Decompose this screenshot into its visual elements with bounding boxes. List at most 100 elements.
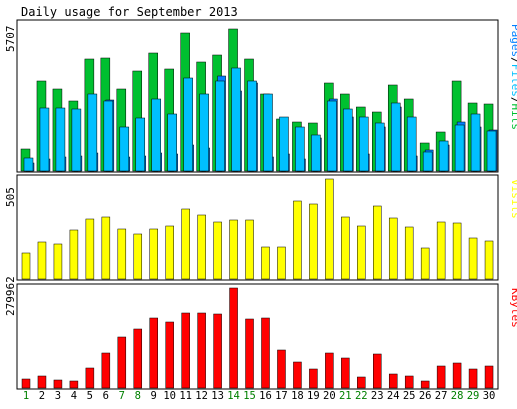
panel-border [16, 283, 499, 390]
bar-kbytes [101, 352, 111, 389]
y-max-label: 505 [4, 187, 17, 207]
x-tick-label: 24 [387, 390, 400, 402]
bar-visits [149, 228, 158, 280]
bar-files [71, 108, 82, 172]
bar-files [55, 107, 66, 172]
bar-kbytes [21, 378, 31, 389]
bar-files [87, 93, 98, 172]
x-tick-label: 17 [275, 390, 288, 402]
x-tick-label: 18 [291, 390, 304, 402]
bar-files [23, 157, 34, 172]
bar-visits [420, 247, 430, 280]
bar-files [406, 116, 417, 172]
bar-kbytes [325, 352, 334, 389]
bar-visits [181, 208, 190, 280]
bar-kbytes [357, 376, 366, 389]
legend-item: KBytes [509, 288, 517, 328]
legend-separator: / [509, 57, 517, 64]
bar-visits [37, 241, 47, 280]
x-tick-label: 7 [119, 390, 125, 402]
bar-files [135, 117, 146, 172]
bar-files [151, 98, 161, 172]
x-tick-label: 14 [227, 390, 240, 402]
bar-kbytes [37, 375, 47, 389]
bar-files [263, 93, 273, 172]
bar-kbytes [181, 312, 190, 389]
bar-kbytes [261, 317, 270, 389]
bar-files [167, 113, 177, 172]
bar-kbytes [341, 357, 350, 389]
legend-kbytes: KBytes [509, 288, 517, 328]
bar-files [327, 100, 337, 172]
bar-kbytes [197, 312, 206, 389]
bar-kbytes [213, 313, 222, 389]
x-tick-label: 3 [55, 390, 61, 402]
chart-title: Daily usage for September 2013 [21, 5, 238, 19]
bar-files [454, 124, 465, 172]
bar-files [359, 116, 369, 172]
legend-item: Files [509, 64, 517, 97]
bar-visits [325, 178, 334, 280]
legend-item: Visits [509, 179, 517, 219]
bar-visits [245, 219, 254, 280]
bar-visits [341, 216, 350, 280]
bar-kbytes [133, 328, 143, 389]
x-tick-label: 10 [163, 390, 176, 402]
bar-files [486, 130, 497, 172]
bar-kbytes [293, 361, 302, 389]
x-tick-label: 9 [151, 390, 157, 402]
bar-files [422, 151, 433, 172]
bar-kbytes [69, 380, 79, 389]
x-tick-label: 19 [307, 390, 320, 402]
bar-kbytes [53, 379, 63, 389]
x-tick-label: 11 [179, 390, 192, 402]
bar-kbytes [468, 368, 478, 389]
panel-visits: 505 Visits [4, 174, 517, 281]
legend-visits: Visits [509, 179, 517, 219]
bar-visits [69, 229, 79, 280]
x-tick-label: 28 [451, 390, 464, 402]
bar-files [375, 122, 385, 172]
bar-files [438, 140, 449, 172]
bar-files [279, 116, 289, 172]
bar-kbytes [165, 321, 174, 389]
x-tick-label: 4 [71, 390, 77, 402]
x-tick-label: 25 [403, 390, 416, 402]
bar-visits [85, 218, 95, 280]
bar-files [103, 100, 114, 172]
bar-visits [373, 205, 382, 280]
x-tick-label: 26 [419, 390, 432, 402]
x-tick-label: 22 [355, 390, 368, 402]
bar-files [311, 134, 321, 172]
bar-files [247, 80, 257, 172]
bar-visits [309, 203, 318, 280]
bar-visits [53, 243, 63, 280]
bar-visits [357, 225, 366, 280]
bar-visits [101, 216, 111, 280]
bar-kbytes [420, 380, 430, 389]
bar-visits [452, 222, 462, 280]
bar-visits [468, 237, 478, 280]
x-tick-label: 2 [39, 390, 45, 402]
x-tick-label: 1 [23, 390, 29, 402]
bar-kbytes [85, 367, 95, 389]
x-tick-label: 29 [467, 390, 480, 402]
x-tick-label: 16 [259, 390, 272, 402]
y-max-label: 279962 [4, 276, 17, 316]
bar-kbytes [277, 349, 286, 389]
bar-kbytes [309, 368, 318, 389]
bar-kbytes [484, 365, 494, 389]
bar-visits [133, 233, 143, 280]
y-max-label: 5707 [4, 26, 17, 53]
bar-files [119, 126, 130, 172]
panel-kbytes: 279962 KBytes [4, 276, 517, 390]
x-tick-label: 20 [323, 390, 336, 402]
bar-visits [117, 228, 127, 280]
x-tick-label: 13 [211, 390, 224, 402]
x-tick-label: 30 [483, 390, 496, 402]
bar-kbytes [373, 353, 382, 389]
x-axis-labels: 1 2 3 4 5 6 7 8 9 10 11 12 13 14 15 16 17 18 19 20 21 22 23 24 2… [23, 390, 496, 402]
bar-kbytes [388, 373, 398, 389]
x-tick-label: 12 [195, 390, 208, 402]
